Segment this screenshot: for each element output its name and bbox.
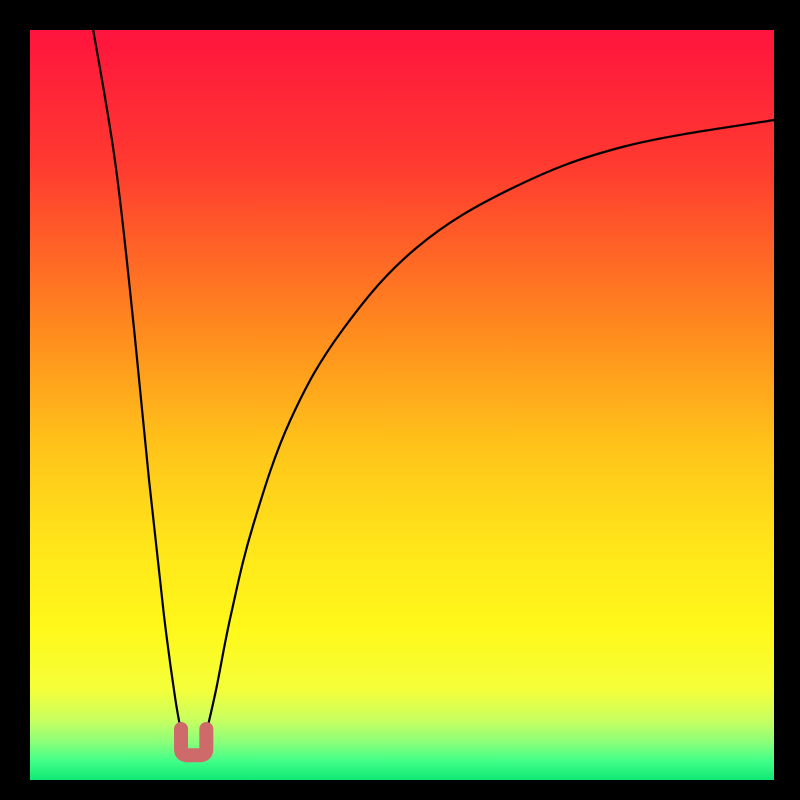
border-bottom — [0, 780, 800, 800]
border-right — [774, 0, 800, 800]
border-left — [0, 0, 30, 800]
border-top — [0, 0, 800, 30]
chart-svg — [0, 0, 800, 800]
chart-frame: TheBottleneck.com — [0, 0, 800, 800]
